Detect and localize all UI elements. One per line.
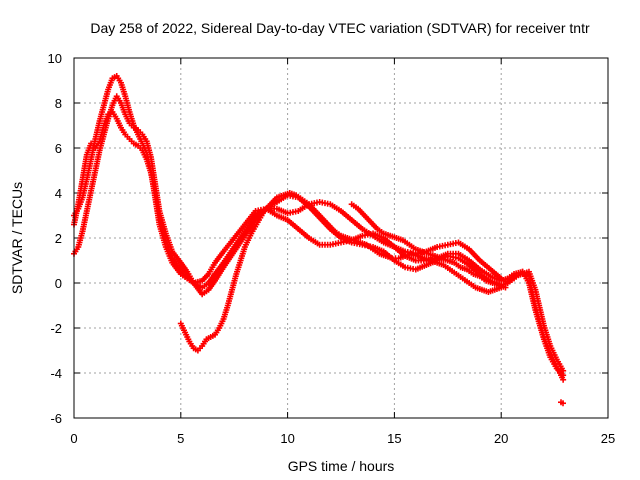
x-tick-label: 20 [494,431,508,446]
y-tick-label: -4 [50,366,62,381]
data-markers [71,73,567,407]
marker-isolated [560,400,567,407]
marker-track-5 [502,284,509,291]
x-tick-label: 15 [387,431,401,446]
x-axis-label: GPS time / hours [288,458,395,474]
plot-frame [73,57,609,419]
y-tick-label: 6 [55,141,62,156]
y-tick-label: 0 [55,276,62,291]
y-tick-label: 10 [48,51,62,66]
y-tick-label: -2 [50,321,62,336]
marker-track-3 [560,376,567,383]
chart-title: Day 258 of 2022, Sidereal Day-to-day VTE… [90,20,590,36]
x-tick-label: 0 [70,431,77,446]
y-tick-label: 8 [55,96,62,111]
x-tick-label: 5 [177,431,184,446]
x-tick-label: 10 [280,431,294,446]
axis-ticks: 0 5 10 15 20 25 -6 -4 -2 0 2 4 6 8 10 [48,51,616,446]
x-tick-label: 25 [601,431,615,446]
y-tick-label: 2 [55,231,62,246]
y-tick-label: 4 [55,186,62,201]
y-axis-label: SDTVAR / TECUs [9,182,25,294]
y-tick-label: -6 [50,411,62,426]
